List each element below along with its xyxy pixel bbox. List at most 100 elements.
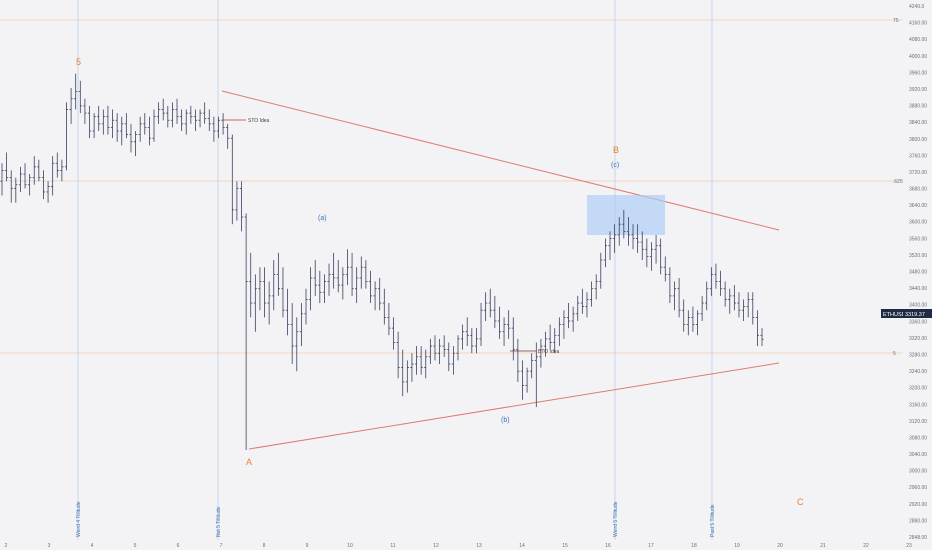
candle	[28, 174, 32, 196]
candle	[180, 109, 184, 132]
candle	[502, 317, 506, 347]
candle	[442, 335, 446, 357]
subwave-c-label: (c)	[611, 162, 619, 169]
candle	[239, 181, 244, 232]
candle	[14, 177, 18, 203]
candle	[603, 238, 607, 268]
candle	[437, 338, 442, 364]
x-tick-label: 11	[390, 543, 395, 549]
candle	[157, 102, 161, 124]
candle	[5, 152, 9, 182]
candle	[299, 303, 303, 347]
y-tick-label: 3560.00	[909, 236, 927, 242]
candle	[484, 292, 488, 321]
x-tick-label: 20	[777, 543, 783, 549]
sto-label: STO Idea	[248, 118, 270, 124]
candle	[414, 346, 419, 375]
candle	[51, 156, 55, 196]
candle	[253, 274, 257, 332]
candle	[175, 98, 179, 124]
candle	[760, 328, 764, 347]
candle	[755, 310, 759, 347]
candle	[0, 163, 4, 196]
candle	[470, 328, 474, 354]
candle	[120, 116, 124, 146]
y-tick-label: 3440.00	[909, 286, 927, 292]
candle	[548, 324, 552, 350]
candle	[64, 102, 69, 171]
candle	[737, 292, 741, 318]
candle	[589, 281, 594, 307]
candle	[419, 346, 423, 375]
y-tick-label: 3120.00	[909, 419, 927, 425]
x-tick-label: 23	[906, 543, 912, 549]
candle	[488, 288, 492, 318]
candle	[143, 113, 147, 135]
x-tick-label: 19	[734, 543, 740, 549]
candle	[626, 217, 631, 246]
candle	[539, 338, 543, 368]
candle	[410, 353, 414, 382]
candle	[553, 328, 557, 354]
candle	[60, 159, 64, 182]
x-tick-label: 21	[820, 543, 826, 549]
candle	[32, 156, 36, 185]
candle	[534, 342, 538, 407]
x-tick-label: 2	[5, 543, 8, 549]
candle-layer	[0, 73, 764, 450]
candle	[92, 113, 96, 139]
price-axis: 4240.0 4160.00 4080.00 4000.00 3960.00 3920.0…	[909, 4, 927, 541]
y-tick-label: 3200.00	[909, 386, 927, 392]
candle	[732, 285, 736, 311]
y-tick-label: 2880.00	[909, 518, 927, 524]
candle	[152, 109, 156, 142]
x-tick-label: 5	[134, 543, 137, 549]
event-layer: Weird 4 Tillitude Not 5 Tillitude Weird 5 …	[76, 0, 716, 540]
candle	[530, 353, 534, 379]
upper-trendline	[221, 90, 780, 231]
candle	[507, 310, 511, 339]
candle	[272, 260, 276, 311]
wave-a-label: A	[246, 457, 252, 467]
candle	[571, 306, 575, 332]
candle	[267, 281, 271, 325]
candle	[115, 113, 119, 142]
candle	[631, 224, 635, 250]
candle	[341, 267, 345, 300]
y-tick-label: 3040.00	[909, 452, 927, 458]
candle	[566, 303, 571, 329]
fib-ratio-label: .625	[893, 179, 903, 185]
candle	[668, 267, 672, 304]
y-tick-label: 3400.00	[909, 303, 927, 309]
candle	[617, 217, 621, 246]
candle	[659, 238, 663, 275]
candle	[318, 270, 322, 304]
candle	[124, 113, 128, 139]
event-label: Weird 4 Tillitude	[76, 501, 82, 537]
candle	[718, 270, 723, 296]
candle	[290, 303, 294, 364]
x-tick-label: 6	[177, 543, 180, 549]
y-tick-label: 3760.00	[909, 153, 927, 159]
fib-ratio-label: 5	[893, 351, 896, 357]
candle	[106, 105, 110, 135]
candle	[424, 349, 428, 379]
candle	[382, 288, 386, 325]
candle	[304, 288, 308, 325]
y-tick-label: 3640.00	[909, 203, 927, 209]
candle	[147, 116, 151, 146]
candle	[645, 238, 649, 268]
candle	[78, 80, 82, 114]
candle	[276, 252, 280, 296]
event-label: Not 5 Tillitude	[216, 506, 222, 537]
candle	[161, 98, 165, 121]
candle	[189, 105, 193, 124]
candle	[497, 306, 502, 339]
candle	[391, 317, 396, 350]
candle	[608, 231, 612, 261]
candle	[613, 224, 617, 253]
candle	[516, 338, 520, 382]
y-tick-label: 3680.00	[909, 187, 927, 193]
